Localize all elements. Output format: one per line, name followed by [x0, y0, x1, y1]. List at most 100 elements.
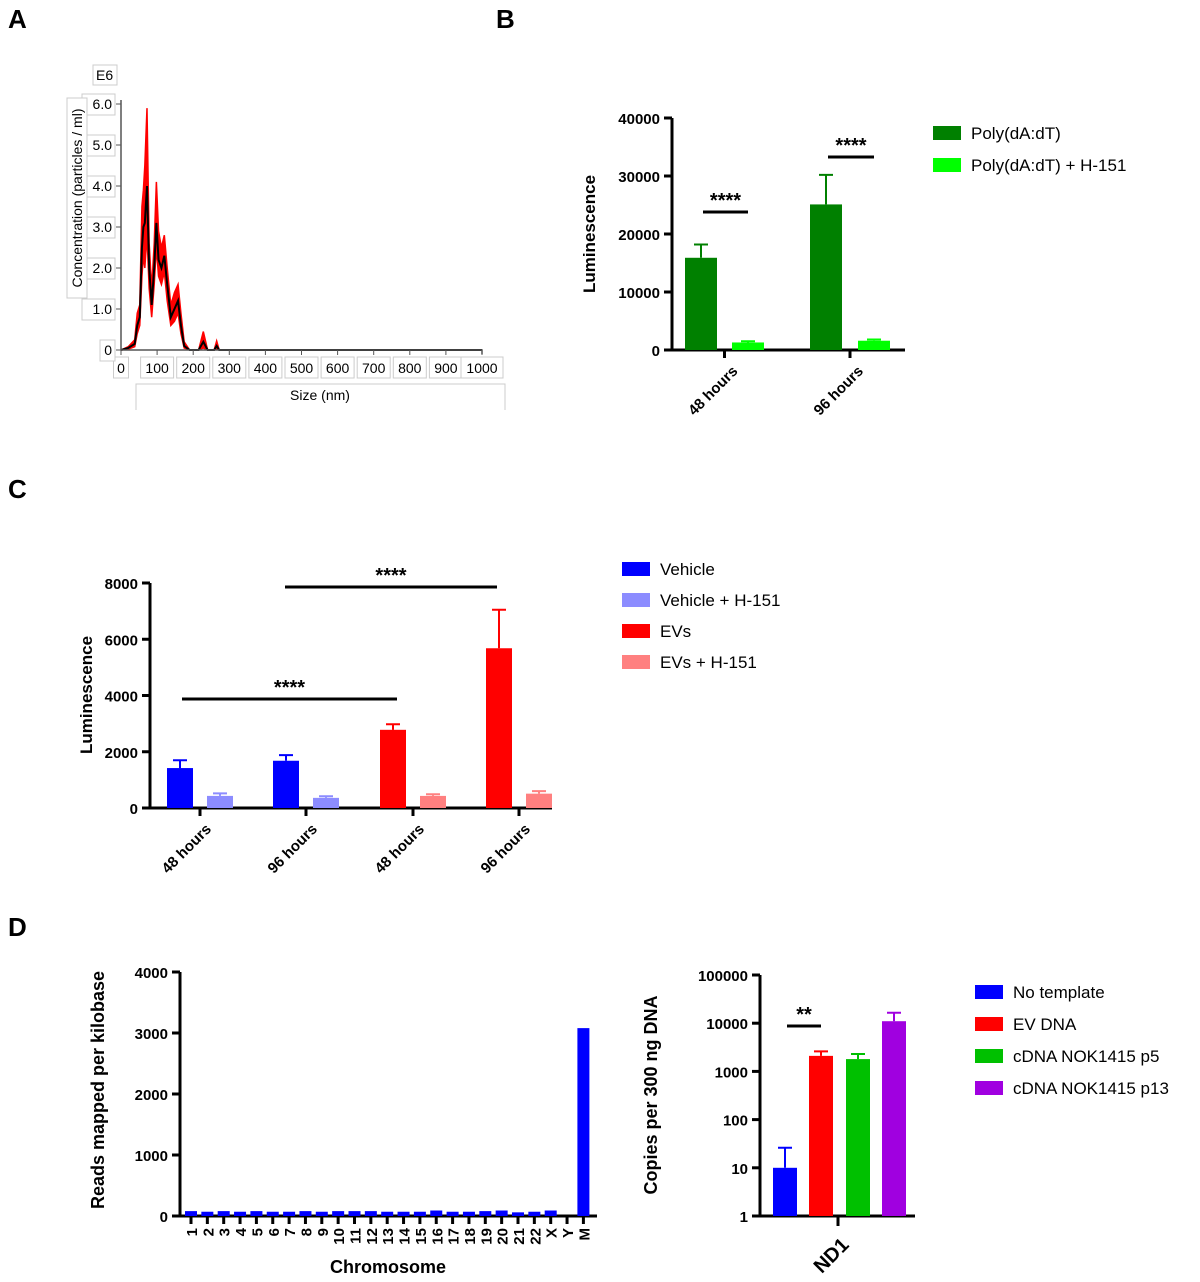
significance-label: **	[796, 1004, 812, 1026]
y-tick-label: 3.0	[93, 219, 113, 235]
multiplier-label: E6	[96, 67, 113, 83]
bar	[446, 1211, 459, 1216]
y-tick-label: 1.0	[93, 301, 113, 317]
error-bar	[778, 1146, 792, 1168]
bar	[512, 1212, 524, 1216]
x-tick-label: 100	[145, 360, 169, 376]
mean-line	[120, 185, 482, 351]
legend-label: EVs	[660, 622, 691, 641]
panel-label-c: C	[8, 474, 27, 504]
error-bar	[213, 792, 227, 796]
y-tick-label: 4.0	[93, 178, 113, 194]
bar	[201, 1211, 214, 1216]
bar	[364, 1211, 377, 1216]
bar	[167, 768, 193, 808]
x-tick-label: M	[576, 1228, 593, 1241]
x-tick-label: 18	[462, 1228, 479, 1245]
y-tick-label: 0	[104, 342, 112, 358]
legend-swatch	[933, 126, 961, 140]
y-tick-label: 5.0	[93, 137, 113, 153]
y-axis-label: Luminescence	[580, 175, 599, 293]
panel-label-a: A	[8, 4, 27, 34]
x-tick-label: 96 hours	[478, 821, 534, 877]
x-tick-label: 700	[362, 360, 386, 376]
x-tick-label: 96 hours	[811, 363, 867, 419]
error-bar	[741, 340, 755, 343]
x-tick-label: ND1	[810, 1234, 854, 1278]
chart-c: 0 2000 4000 6000 8000 48 hours 96 hours 48 hour…	[77, 560, 781, 877]
error-bar	[492, 608, 506, 649]
legend-label: Poly(dA:dT)	[971, 124, 1061, 143]
x-tick-label: 500	[290, 360, 314, 376]
bar	[217, 1211, 230, 1216]
error-bar	[851, 1052, 865, 1060]
legend-label: Poly(dA:dT) + H-151	[971, 156, 1126, 175]
tick-box	[140, 356, 175, 379]
x-tick-label: X	[544, 1228, 561, 1238]
x-tick-label: 4	[233, 1227, 250, 1236]
y-tick-label: 2.0	[93, 260, 113, 276]
y-tick-label: 2000	[105, 745, 138, 762]
error-bar	[386, 723, 400, 730]
tick-box	[392, 356, 427, 379]
x-tick-label: 600	[326, 360, 350, 376]
x-tick-label: 900	[434, 360, 458, 376]
error-bar	[814, 1050, 828, 1056]
y-tick-label: 20000	[618, 227, 660, 244]
x-tick-label: 5	[249, 1228, 266, 1236]
legend-swatch	[622, 593, 650, 607]
bar	[495, 1210, 508, 1216]
y-tick-label: 10000	[618, 285, 660, 302]
x-tick-label: 48 hours	[159, 821, 215, 877]
legend-label: No template	[1013, 983, 1105, 1002]
x-tick-label: 16	[429, 1228, 446, 1245]
bar	[685, 257, 717, 350]
bar	[380, 729, 406, 808]
x-tick-label: 12	[364, 1228, 381, 1245]
y-axis-label: Copies per 300 ng DNA	[641, 995, 661, 1194]
y-axis-label: Concentration (particles / ml)	[69, 109, 85, 288]
tick-box	[212, 356, 247, 379]
bar	[273, 760, 299, 808]
bar	[348, 1211, 361, 1216]
y-tick-label: 4000	[135, 965, 168, 982]
bar	[526, 793, 552, 808]
error-bar	[319, 795, 333, 798]
legend-swatch	[975, 1049, 1003, 1063]
ylabel-box	[66, 97, 88, 299]
y-tick-label: 4000	[105, 689, 138, 706]
bar	[732, 342, 764, 350]
y-tick-label: 0	[652, 343, 660, 360]
legend-label: Vehicle	[660, 560, 715, 579]
bar	[420, 795, 446, 808]
y-tick-label: 0	[160, 1209, 168, 1226]
tick-box	[460, 356, 504, 379]
y-tick-label: 100000	[698, 968, 748, 985]
bar	[430, 1210, 443, 1216]
bar	[250, 1211, 263, 1216]
bar	[381, 1211, 394, 1216]
bar	[413, 1211, 426, 1216]
tick-box	[113, 356, 129, 379]
legend-label: cDNA NOK1415 p13	[1013, 1079, 1169, 1098]
x-tick-label: 21	[511, 1228, 528, 1245]
tick-box	[99, 339, 116, 362]
x-tick-label: 19	[478, 1228, 495, 1245]
legend-swatch	[975, 985, 1003, 999]
bar	[315, 1211, 328, 1216]
y-tick-label: 3000	[135, 1026, 168, 1043]
y-tick-label: 10	[731, 1161, 748, 1178]
bar	[397, 1211, 410, 1216]
bar	[544, 1210, 557, 1216]
x-tick-label: 22	[527, 1228, 544, 1245]
x-tick-label: 2	[200, 1228, 217, 1236]
y-tick-label: 1000	[135, 1148, 168, 1165]
legend-swatch	[622, 562, 650, 576]
chart-d-right: 1 10 100 1000 10000 100000 ND1 ** Copies per 300…	[641, 968, 1169, 1278]
y-tick-label: 0	[130, 801, 138, 818]
x-tick-label: 200	[182, 360, 206, 376]
x-tick-label: 0	[117, 360, 125, 376]
y-axis-label: Luminescence	[77, 636, 96, 754]
